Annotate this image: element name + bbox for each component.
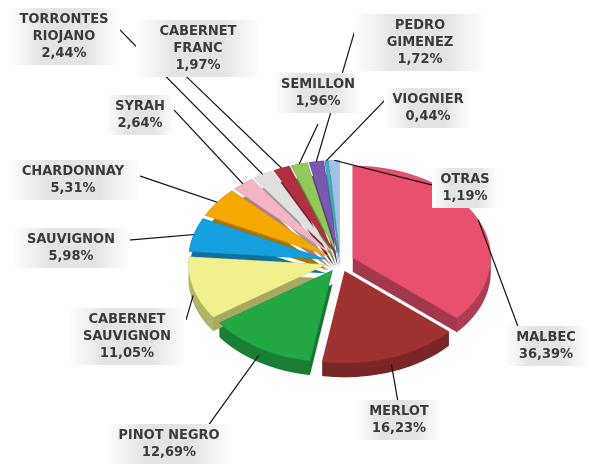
data-label: MERLOT 16,23% (356, 400, 442, 440)
category-name: VIOGNIER (392, 92, 464, 107)
value-label: 11,05% (99, 346, 155, 361)
category-name: OTRAS (440, 172, 490, 187)
value-label: 1,19% (442, 189, 488, 204)
value-label: 5,98% (48, 249, 94, 264)
slice (253, 170, 334, 254)
leader-line (334, 159, 433, 186)
value-label: 2,64% (117, 116, 163, 131)
data-label: SAUVIGNON 5,98% (12, 228, 130, 268)
slices (188, 159, 491, 378)
data-label: MALBEC 36,39% (505, 326, 587, 366)
slice-side (188, 264, 214, 332)
data-label: CABERNET SAUVIGNON 11,05% (68, 308, 186, 365)
category-name: CHARDONNAY (21, 164, 125, 179)
leader-line (326, 99, 386, 162)
slice (218, 269, 333, 362)
category-name: TORRONTES RIOJANO (19, 12, 109, 44)
slice-side (456, 257, 491, 333)
value-label: 12,69% (141, 445, 197, 460)
value-label: 1,72% (397, 52, 443, 67)
slice (188, 218, 327, 260)
slice (308, 160, 339, 253)
value-label: 16,23% (371, 421, 427, 436)
value-label: 1,97% (175, 58, 221, 73)
slice (233, 178, 332, 255)
data-label: CHARDONNAY 5,31% (6, 160, 140, 200)
value-label: 1,96% (295, 94, 341, 109)
value-label: 2,44% (41, 46, 87, 61)
data-label: SYRAH 2,64% (106, 95, 174, 135)
value-label: 0,44% (405, 109, 451, 124)
leader-line (204, 354, 260, 431)
value-label: 5,31% (50, 181, 96, 196)
value-label: 36,39% (518, 347, 574, 362)
leader-line (173, 109, 244, 185)
category-name: CABERNET FRANC (159, 24, 237, 56)
category-name: SEMILLON (280, 77, 356, 92)
data-label: PINOT NEGRO 12,69% (106, 424, 232, 464)
category-name: PINOT NEGRO (118, 428, 220, 443)
data-label: TORRONTES RIOJANO 2,44% (8, 8, 120, 65)
leader-line (185, 295, 194, 321)
data-label: PEDRO GIMENEZ 1,72% (354, 14, 486, 71)
slice-side (219, 322, 310, 376)
category-name: SYRAH (115, 99, 165, 114)
data-label: VIOGNIER 0,44% (384, 88, 472, 128)
slice (204, 190, 329, 257)
leader-line (129, 233, 194, 241)
slice (321, 270, 450, 364)
category-name: PEDRO GIMENEZ (386, 18, 454, 50)
leader-line (139, 175, 218, 203)
data-label: SEMILLON 1,96% (274, 73, 362, 113)
leader-line (477, 219, 521, 333)
category-name: MERLOT (369, 404, 429, 419)
data-label: OTRAS 1,19% (432, 168, 498, 208)
slice (273, 165, 335, 254)
slice-side (322, 331, 449, 378)
slice (188, 256, 327, 318)
category-name: SAUVIGNON (27, 232, 115, 247)
category-name: MALBEC (516, 330, 576, 345)
leader-line (390, 364, 399, 403)
data-label: CABERNET FRANC 1,97% (136, 20, 260, 77)
leader-line (298, 123, 319, 165)
category-name: CABERNET SAUVIGNON (83, 312, 171, 344)
